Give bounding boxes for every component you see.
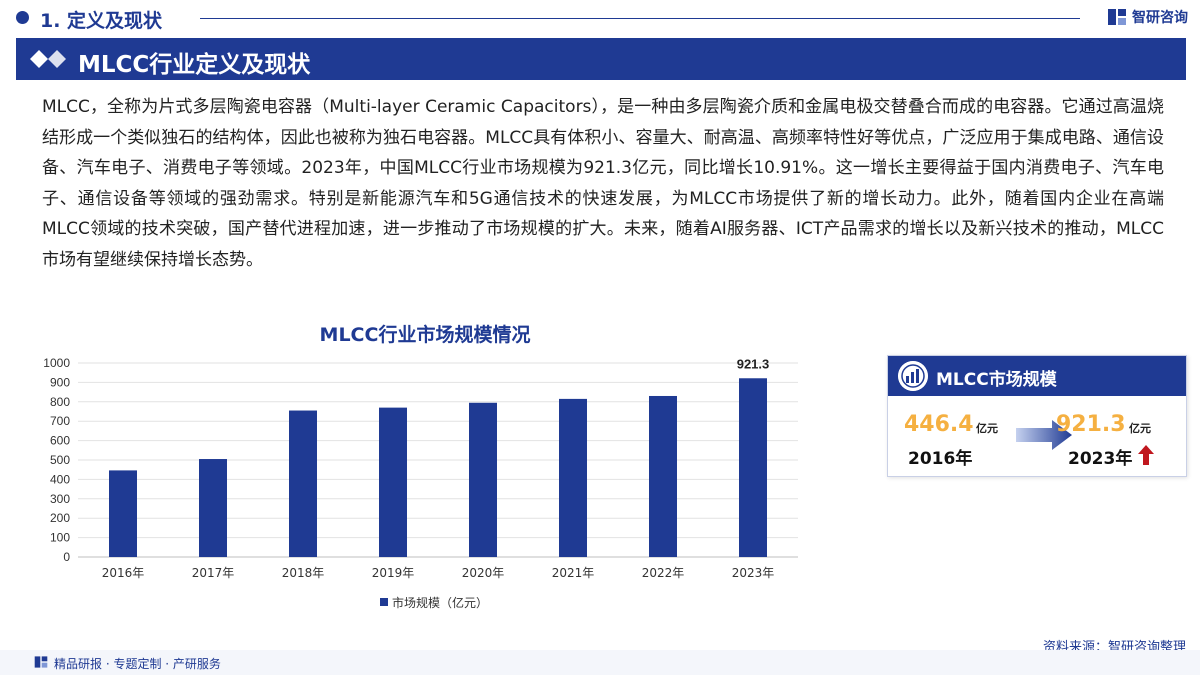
brand-logo-icon — [1108, 9, 1126, 25]
chart-badge-icon — [898, 361, 928, 391]
x-tick-label: 2020年 — [462, 566, 505, 580]
bar — [739, 378, 767, 557]
page-title: MLCC行业定义及现状 — [78, 52, 311, 78]
end-value: 921.3 — [1056, 412, 1126, 437]
brand: 智研咨询 — [1107, 6, 1188, 28]
section-bullet-icon — [16, 11, 29, 24]
bar — [199, 459, 227, 557]
market-size-chart: MLCC行业市场规模情况 0 100 200 300 400 500 600 700 800 90… — [30, 315, 820, 625]
title-banner: MLCC行业定义及现状 — [16, 38, 1186, 80]
chart-plot: 0 100 200 300 400 500 600 700 800 900 1000 2016年 201… — [43, 356, 798, 610]
y-tick-label: 500 — [50, 453, 70, 467]
growth-arrow-icon — [1016, 420, 1072, 450]
chart-title: MLCC行业市场规模情况 — [319, 324, 531, 346]
start-value: 446.4 — [904, 412, 974, 437]
legend-swatch — [380, 598, 388, 606]
bar — [379, 407, 407, 557]
y-tick-label: 100 — [50, 531, 70, 545]
bar — [109, 470, 137, 557]
summary-card-header: MLCC市场规模 — [888, 356, 1186, 396]
brand-name: 智研咨询 — [1132, 10, 1188, 26]
summary-card: MLCC市场规模 446.4 亿元 2016年 921.3 亿元 2023年 — [887, 355, 1187, 477]
y-tick-label: 800 — [50, 395, 70, 409]
x-tick-label: 2016年 — [102, 566, 145, 580]
y-tick-label: 200 — [50, 511, 70, 525]
x-tick-label: 2018年 — [282, 566, 325, 580]
footer-logo-icon — [34, 656, 48, 668]
end-year: 2023年 — [1068, 449, 1133, 469]
y-tick-label: 600 — [50, 434, 70, 448]
footer-slogan: 精品研报 · 专题定制 · 产研服务 — [54, 657, 221, 671]
x-tick-label: 2021年 — [552, 566, 595, 580]
y-tick-label: 700 — [50, 414, 70, 428]
start-year: 2016年 — [908, 449, 973, 469]
diamond-decoration-icon — [30, 50, 66, 68]
footer-bar: 精品研报 · 专题定制 · 产研服务 — [0, 650, 1200, 675]
intro-paragraph: MLCC，全称为片式多层陶瓷电容器（Multi-layer Ceramic Ca… — [42, 97, 1164, 270]
bar — [469, 402, 497, 557]
bar — [289, 410, 317, 557]
header-divider — [200, 18, 1080, 19]
end-unit: 亿元 — [1129, 422, 1151, 435]
section-title: 1. 定义及现状 — [40, 10, 163, 32]
y-tick-label: 300 — [50, 492, 70, 506]
y-tick-label: 900 — [50, 375, 70, 389]
x-tick-label: 2022年 — [642, 566, 685, 580]
legend-label: 市场规模（亿元） — [392, 595, 488, 610]
data-label: 921.3 — [737, 356, 770, 371]
summary-card-title: MLCC市场规模 — [936, 370, 1057, 390]
y-tick-label: 0 — [63, 550, 70, 564]
bar — [649, 395, 677, 557]
x-tick-label: 2017年 — [192, 566, 235, 580]
start-unit: 亿元 — [976, 422, 998, 435]
top-bar: 1. 定义及现状 智研咨询 — [0, 0, 1200, 36]
up-arrow-icon — [1138, 445, 1154, 465]
y-tick-label: 400 — [50, 472, 70, 486]
y-tick-label: 1000 — [43, 356, 70, 370]
x-tick-label: 2019年 — [372, 566, 415, 580]
bar — [559, 398, 587, 557]
x-tick-label: 2023年 — [732, 566, 775, 580]
